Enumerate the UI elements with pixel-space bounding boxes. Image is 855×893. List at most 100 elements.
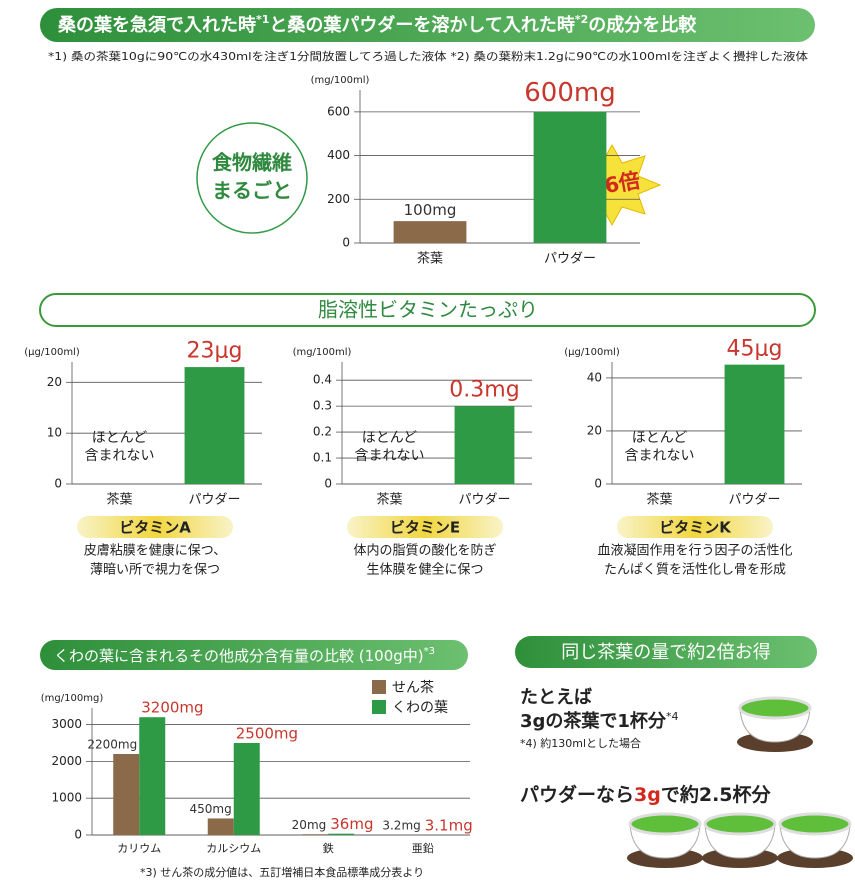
y-axis-label: (mg/100ml) [293, 347, 352, 358]
legend-swatch [372, 680, 386, 694]
x-tick-label: 鉄 [323, 841, 334, 855]
y-tick-label: 0.1 [313, 451, 332, 465]
powder-part: 3g [634, 784, 661, 806]
badge-text: まるごと [212, 179, 292, 203]
y-axis-label: (mg/100ml) [311, 75, 370, 86]
x-tick-label: カリウム [117, 842, 161, 855]
section-banner [515, 636, 817, 668]
y-tick-label: 1000 [51, 791, 82, 805]
vitamin-description: 皮膚粘膜を健康に保つ、 [84, 543, 226, 559]
title-mark: *2 [575, 13, 588, 26]
value-label: 3200mg [141, 699, 203, 717]
y-tick-label: 0.4 [313, 373, 332, 387]
value-label: 36mg [330, 815, 373, 833]
annotation: ほとんど [92, 430, 148, 446]
annotation: 含まれない [85, 448, 155, 464]
value-label: 3.2mg [382, 818, 420, 832]
powder-text: パウダーなら3gで約2.5杯分 [520, 783, 772, 806]
legend-swatch [372, 700, 386, 714]
vitamin-description: 生体膜を健全に保つ [366, 563, 483, 578]
section-title: くわの葉に含まれるその他成分含有量の比較 (100g中)*3 [54, 646, 435, 665]
y-tick-label: 200 [327, 192, 350, 206]
x-tick-label: パウダー [544, 252, 596, 267]
badge-circle [196, 122, 308, 234]
bar [184, 367, 245, 484]
value-label: 23μg [187, 339, 243, 364]
legend-label: くわの葉 [392, 700, 448, 716]
y-tick-label: 20 [47, 375, 62, 389]
value-label: 450mg [190, 802, 232, 816]
value-label: 2200mg [87, 738, 137, 752]
tea-bowl [627, 812, 703, 868]
value-label: 20mg [292, 818, 327, 832]
bar [724, 364, 785, 484]
example-note: *4) 約130mlとした場合 [520, 736, 641, 750]
bar [139, 717, 166, 835]
header-banner [40, 8, 815, 42]
bar [328, 833, 355, 835]
x-tick-label: カルシウム [206, 842, 261, 855]
x-tick-label: 亜鉛 [412, 842, 434, 855]
title-part: 桑の葉を急須で入れた時 [58, 14, 256, 36]
bar [533, 111, 607, 243]
y-axis-label: (μg/100ml) [24, 347, 80, 358]
value-label: 2500mg [236, 724, 298, 742]
bar [113, 754, 140, 835]
bar [393, 221, 467, 243]
value-label: 45μg [727, 336, 783, 361]
y-tick-label: 2000 [51, 754, 82, 768]
chart-title: くわの葉に含まれるその他成分含有量の比較 (100g中) [54, 647, 424, 665]
x-tick-label: 茶葉 [106, 493, 132, 508]
title-mark: *3 [424, 646, 435, 657]
x-tick-label: 茶葉 [646, 493, 672, 508]
title-mark: *1 [256, 13, 269, 26]
section-banner [39, 293, 816, 327]
x-tick-label: パウダー [458, 493, 510, 508]
badge-text: 食物繊維 [212, 151, 292, 175]
vitamin-name: ビタミンA [119, 519, 191, 537]
chart-note: *3) せん茶の成分値は、五訂増補日本食品標準成分表より [140, 865, 424, 879]
powder-part: パウダーなら [520, 783, 634, 806]
y-axis-label: (mg/100mg) [41, 693, 104, 704]
annotation: 含まれない [625, 448, 695, 464]
x-tick-label: 茶葉 [376, 493, 402, 508]
bar [207, 818, 234, 835]
y-tick-label: 20 [587, 423, 602, 437]
y-tick-label: 0 [594, 477, 602, 491]
vitamin-pill [617, 516, 773, 538]
example: 3gの茶葉で1杯分 [520, 710, 667, 732]
y-tick-label: 0.2 [313, 425, 332, 439]
legend-label: せん茶 [392, 679, 434, 696]
annotation: ほとんど [632, 430, 688, 446]
tea-bowl [737, 696, 813, 752]
x-tick-label: パウダー [728, 493, 780, 508]
y-tick-label: 0 [342, 236, 350, 250]
vitamin-name: ビタミンK [659, 519, 732, 537]
tea-bowl [702, 812, 778, 868]
bar [454, 406, 515, 484]
y-tick-label: 0.3 [313, 399, 332, 413]
section-title: 脂溶性ビタミンたっぷり [318, 298, 538, 322]
annotation: 含まれない [355, 448, 425, 464]
example-text: 3gの茶葉で1杯分*4 [520, 710, 678, 732]
y-tick-label: 0 [324, 477, 332, 491]
example-mark: *4 [666, 710, 679, 723]
y-tick-label: 400 [327, 148, 350, 162]
bar [302, 834, 329, 835]
x-tick-label: 茶葉 [417, 252, 443, 267]
section-title: 同じ茶葉の量で約2倍お得 [561, 642, 770, 663]
title-part: と桑の葉パウダーを溶かして入れた時 [269, 14, 574, 36]
section-banner [40, 640, 468, 670]
title-part: の成分を比較 [588, 14, 697, 36]
vitamin-description: たんぱく質を活性化し骨を形成 [604, 562, 786, 578]
tea-bowl [777, 812, 853, 868]
powder-part: で約2.5杯分 [661, 783, 772, 806]
value-label: 0.3mg [449, 378, 519, 403]
bar [233, 742, 260, 835]
y-tick-label: 600 [327, 104, 350, 118]
vitamin-name: ビタミンE [390, 519, 460, 537]
vitamin-pill [77, 516, 233, 538]
vitamin-description: 薄暗い所で視力を保つ [90, 563, 220, 578]
